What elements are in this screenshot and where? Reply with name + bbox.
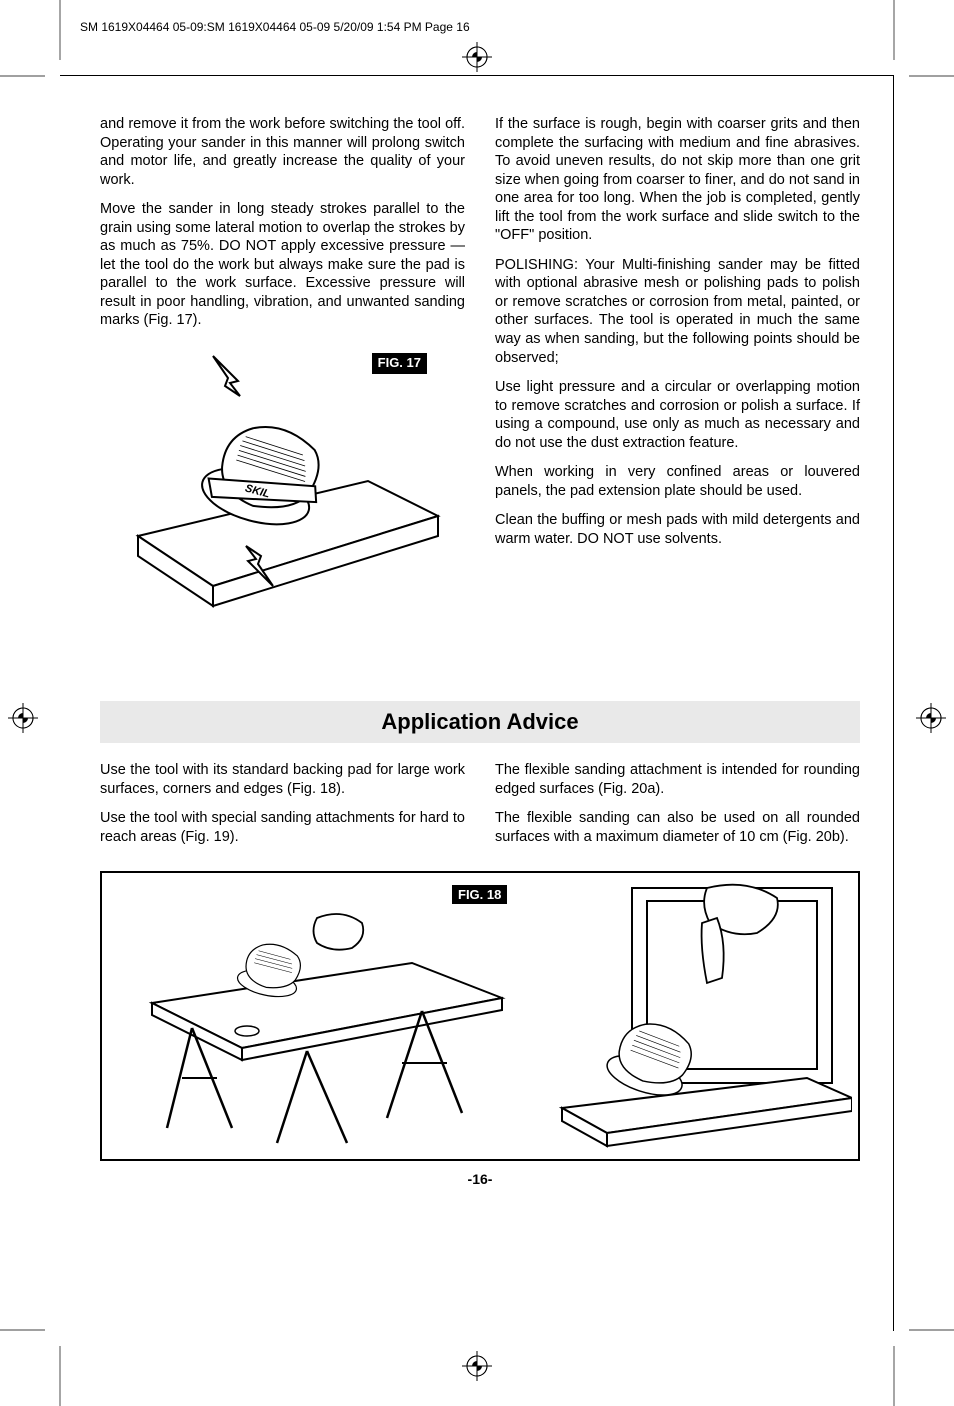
arrow-icon: [213, 356, 240, 396]
section-heading: Application Advice: [100, 701, 860, 743]
paragraph: Use the tool with special sanding attach…: [100, 809, 465, 846]
crop-mark-tl: [0, 0, 70, 80]
paragraph: and remove it from the work before switc…: [100, 115, 465, 189]
paragraph: Use the tool with its standard backing p…: [100, 761, 465, 798]
right-column: If the surface is rough, begin with coar…: [495, 115, 860, 641]
fig18-illustration: [102, 873, 852, 1153]
registration-mark-right: [916, 703, 946, 733]
paragraph: The flexible sanding attachment is inten…: [495, 761, 860, 798]
paragraph: POLISHING: Your Multi-finishing sander m…: [495, 256, 860, 367]
registration-mark-top: [462, 42, 492, 72]
crop-mark-br: [884, 1326, 954, 1406]
figure-17: FIG. 17: [100, 341, 465, 631]
app-right-column: The flexible sanding attachment is inten…: [495, 761, 860, 857]
fig-18-label: FIG. 18: [452, 885, 507, 904]
registration-mark-left: [8, 703, 38, 733]
fig17-illustration: SKIL: [118, 341, 448, 621]
page-number: -16-: [100, 1171, 860, 1187]
crop-mark-bl: [0, 1326, 70, 1406]
paragraph: Move the sander in long steady strokes p…: [100, 200, 465, 330]
paragraph: When working in very confined areas or l…: [495, 463, 860, 500]
paragraph: The flexible sanding can also be used on…: [495, 809, 860, 846]
left-column: and remove it from the work before switc…: [100, 115, 465, 641]
paragraph: Use light pressure and a circular or ove…: [495, 378, 860, 452]
registration-mark-bottom: [462, 1351, 492, 1381]
paragraph: Clean the buffing or mesh pads with mild…: [495, 511, 860, 548]
figure-18: FIG. 18: [100, 871, 860, 1161]
paragraph: If the surface is rough, begin with coar…: [495, 115, 860, 245]
header-slug: SM 1619X04464 05-09:SM 1619X04464 05-09 …: [80, 20, 470, 34]
fig-17-label: FIG. 17: [372, 353, 427, 374]
app-left-column: Use the tool with its standard backing p…: [100, 761, 465, 857]
crop-mark-tr: [884, 0, 954, 80]
